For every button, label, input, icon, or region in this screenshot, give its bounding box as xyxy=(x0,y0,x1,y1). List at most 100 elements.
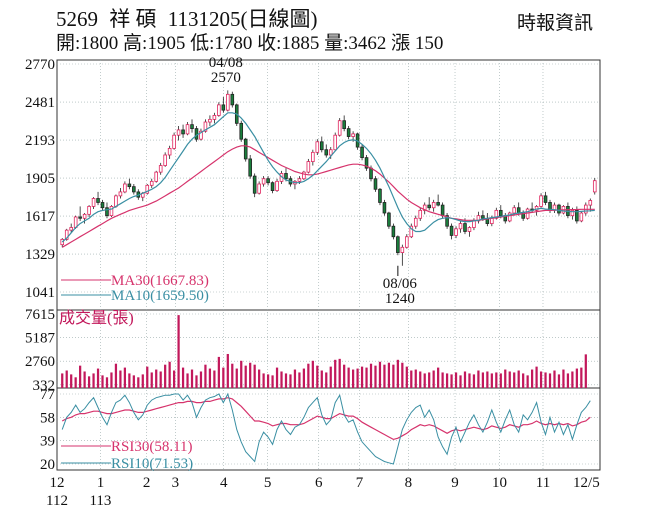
volume-bar xyxy=(79,365,82,388)
volume-bar xyxy=(168,361,171,388)
price-tick-label: 1617 xyxy=(25,209,56,225)
low-value: 1780 xyxy=(214,33,253,54)
candle-body xyxy=(588,200,593,206)
volume-bar xyxy=(396,359,399,388)
volume-bar xyxy=(495,372,498,388)
volume-bar xyxy=(244,365,247,388)
change-value: 150 xyxy=(414,33,444,54)
candle-body xyxy=(105,207,109,217)
volume-bar xyxy=(101,375,104,388)
volume-bar xyxy=(481,372,485,388)
candle-body xyxy=(297,178,302,182)
low-value-annotation: 1240 xyxy=(385,291,415,307)
volume-tick-label: 7615 xyxy=(25,307,55,323)
candle-body xyxy=(158,165,163,173)
volume-bar xyxy=(459,375,462,388)
volume-bar xyxy=(432,370,435,388)
volume-bar xyxy=(401,362,404,388)
candle-body xyxy=(194,128,199,140)
candle-body xyxy=(476,215,481,222)
volume-bar xyxy=(428,372,431,388)
volume-bar xyxy=(240,360,243,388)
price-tick-label: 2770 xyxy=(25,57,55,73)
volume-bar xyxy=(87,376,91,388)
candle-body xyxy=(373,178,378,190)
volume-bar xyxy=(141,374,144,388)
volume-bar xyxy=(110,372,113,388)
candle-body xyxy=(440,204,445,217)
candle-body xyxy=(270,182,275,191)
volume-bar xyxy=(105,377,109,388)
candle-body xyxy=(454,228,458,236)
rsi-tick-label: 58 xyxy=(40,410,55,426)
chart-frame xyxy=(56,59,601,471)
candle-body xyxy=(512,207,516,214)
candle-body xyxy=(409,225,414,238)
volume-bar xyxy=(477,370,480,388)
candle-body xyxy=(221,104,226,111)
volume-bar xyxy=(329,366,332,388)
candle-body xyxy=(458,223,463,230)
source-label: 時報資訊 xyxy=(517,13,594,34)
candle-body xyxy=(239,122,244,140)
candle-body xyxy=(284,173,288,180)
volume-bar xyxy=(369,363,373,388)
candle-body xyxy=(226,93,230,111)
x-tick-label: 4 xyxy=(220,475,228,491)
candle-body xyxy=(387,212,391,227)
price-tick-label: 1329 xyxy=(25,247,55,263)
volume-bar xyxy=(146,366,149,388)
candle-body xyxy=(342,120,346,130)
volume-bar xyxy=(307,363,310,388)
volume-bar xyxy=(557,374,561,388)
volume-bar xyxy=(325,372,328,388)
candle-body xyxy=(396,236,400,253)
candle-body xyxy=(445,215,449,227)
candle-body xyxy=(539,195,543,207)
volume-bar xyxy=(360,366,364,388)
volume-bar xyxy=(508,371,511,388)
volume-bar xyxy=(258,369,261,388)
volume-bar xyxy=(132,375,135,388)
volume-bar xyxy=(213,370,216,388)
volume-bar xyxy=(199,371,203,388)
volume-bar xyxy=(302,368,306,388)
candle-body xyxy=(391,225,396,238)
price-tick-label: 1905 xyxy=(25,171,55,187)
volume-bar xyxy=(419,371,422,388)
candle-body xyxy=(87,206,91,215)
volume-bar xyxy=(253,364,256,388)
candle-body xyxy=(351,133,355,137)
volume-label: 量: xyxy=(324,33,349,54)
volume-bar xyxy=(231,363,234,388)
candle-body xyxy=(114,195,118,207)
candle-body xyxy=(82,213,87,219)
x-tick-label: 5 xyxy=(264,475,272,491)
volume-bar xyxy=(249,362,252,388)
ma30-line xyxy=(61,145,595,248)
volume-bar xyxy=(410,370,413,388)
volume-bar xyxy=(190,369,194,388)
candle-body xyxy=(521,212,525,219)
candle-body xyxy=(127,183,132,188)
ma30-legend: MA30(1667.83) xyxy=(111,273,209,289)
volume-bar xyxy=(490,373,493,388)
volume-bar xyxy=(486,371,489,388)
chart-title: 5269 祥 碩 1131205(日線圖) xyxy=(56,3,317,33)
volume-bar xyxy=(450,374,453,388)
volume-bar xyxy=(463,371,467,388)
volume-bar xyxy=(544,372,547,388)
candle-body xyxy=(154,171,158,182)
x-tick-label: 10 xyxy=(492,475,507,491)
chart-date: 1131205(日線圖) xyxy=(167,7,318,31)
candle-body xyxy=(413,217,418,227)
volume-bar xyxy=(468,373,471,388)
volume-bar xyxy=(289,374,292,388)
candle-body xyxy=(311,151,315,162)
candle-body xyxy=(132,186,136,193)
rsi10-line xyxy=(61,392,591,465)
high-value: 1905 xyxy=(147,33,186,54)
candle-body xyxy=(230,93,235,106)
candle-body xyxy=(199,130,203,140)
candle-body xyxy=(203,121,208,132)
